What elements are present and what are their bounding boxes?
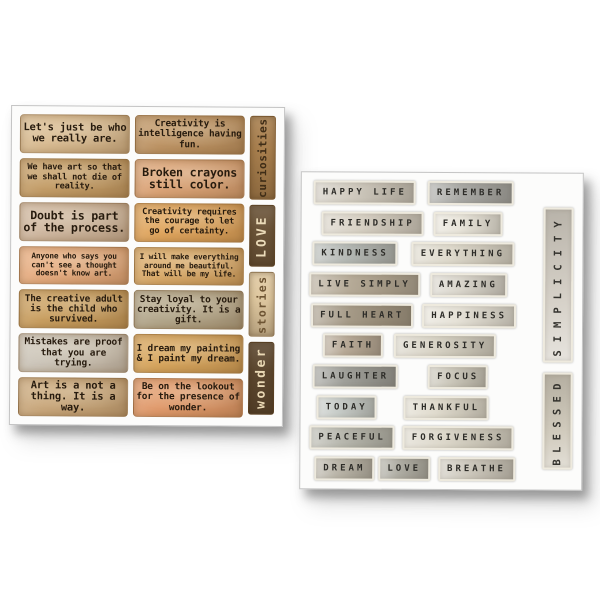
quote-sticker: Stay loyal to your creativity. It is a g…	[133, 290, 244, 330]
word-sticker: HAPPY LIFE	[313, 180, 416, 205]
quote-sticker: Mistakes are proof that you are trying.	[18, 333, 129, 374]
word-sticker: FORGIVENESS	[402, 426, 514, 451]
quote-sticker: Anyone who says you can't see a thought …	[18, 245, 130, 286]
right-sheet-vertical-labels: SIMPLICITY BLESSED	[541, 182, 575, 482]
vertical-label-sticker: curiosities	[249, 115, 277, 200]
word-sticker: DREAM	[314, 456, 375, 481]
quote-sticker: Creativity requires the courage to let g…	[134, 202, 245, 243]
vertical-label-sticker: stories	[248, 271, 275, 337]
quote-sticker-grid: curiosities LOVE stories wonder Let's just …	[17, 114, 277, 418]
quote-sticker: Creativity is intelligence having fun.	[134, 114, 246, 155]
word-sticker: TODAY	[316, 394, 377, 420]
word-sticker: FOCUS	[428, 364, 489, 390]
vertical-label-sticker: SIMPLICITY	[542, 207, 574, 363]
word-sticker: BREATHE	[437, 456, 516, 482]
word-sticker: FAMILY	[433, 211, 503, 236]
word-sticker: LIVE SIMPLY	[309, 272, 420, 297]
word-sticker-row: TODAY THANKFUL	[309, 394, 536, 420]
word-sticker-row: KINDNESS EVERYTHING	[309, 241, 536, 267]
word-sticker-row: LAUGHTER FOCUS	[309, 364, 536, 390]
quote-sticker-sheet: curiosities LOVE stories wonder Let's just …	[8, 105, 286, 427]
word-sticker-row: FAITH GENEROSITY	[309, 333, 536, 359]
quote-sticker: We have art so that we shall not die of …	[19, 157, 130, 198]
left-sheet-vertical-labels: curiosities LOVE stories wonder	[247, 115, 277, 418]
word-sticker: AMAZING	[429, 272, 507, 298]
word-sticker-row: HAPPY LIFE REMEMBER	[310, 180, 537, 206]
word-sticker-row: PEACEFUL FORGIVENESS	[308, 425, 535, 451]
word-sticker: LOVE	[378, 456, 431, 481]
word-sticker: KINDNESS	[312, 241, 398, 267]
word-sticker: FRIENDSHIP	[321, 211, 424, 236]
quote-sticker: The creative adult is the child who surv…	[18, 289, 129, 330]
word-sticker-rows: HAPPY LIFE REMEMBER FRIENDSHIP FAMILY KINDNE…	[308, 180, 537, 482]
quote-sticker: I will make everything around me beautif…	[133, 246, 245, 287]
word-sticker: LAUGHTER	[312, 364, 399, 389]
vertical-label-sticker: BLESSED	[542, 372, 573, 470]
word-sticker-row: FRIENDSHIP FAMILY	[310, 211, 537, 236]
vertical-label-sticker: LOVE	[248, 204, 276, 267]
quote-sticker: Doubt is part of the process.	[19, 201, 130, 242]
word-sticker-row: DREAM LOVE BREATHE	[308, 456, 535, 482]
word-sticker: FULL HEART	[311, 302, 414, 328]
quote-sticker: Broken crayons still color.	[134, 158, 245, 199]
quote-sticker: Be on the lookout for the presence of wo…	[132, 378, 244, 418]
word-sticker: FAITH	[322, 333, 384, 358]
vertical-label-sticker: wonder	[247, 341, 275, 415]
word-sticker: GENEROSITY	[393, 334, 497, 359]
word-sticker: HAPPINESS	[422, 303, 517, 329]
word-sticker: EVERYTHING	[411, 242, 515, 267]
word-sticker-grid: HAPPY LIFE REMEMBER FRIENDSHIP FAMILY KINDNE…	[308, 180, 575, 482]
quote-sticker: Art is a not a thing. It is a way.	[17, 377, 129, 417]
word-sticker: THANKFUL	[403, 395, 490, 420]
word-sticker-row: FULL HEART HAPPINESS	[309, 302, 536, 329]
word-sticker: REMEMBER	[427, 180, 514, 206]
word-sticker: PEACEFUL	[309, 425, 395, 451]
quote-sticker: Let's just be who we really are.	[19, 114, 131, 154]
word-sticker-row: LIVE SIMPLY AMAZING	[309, 272, 536, 298]
quote-sticker: I dream my painting & I paint my dream.	[133, 334, 244, 374]
word-sticker-sheet: HAPPY LIFE REMEMBER FRIENDSHIP FAMILY KINDNE…	[299, 171, 584, 491]
